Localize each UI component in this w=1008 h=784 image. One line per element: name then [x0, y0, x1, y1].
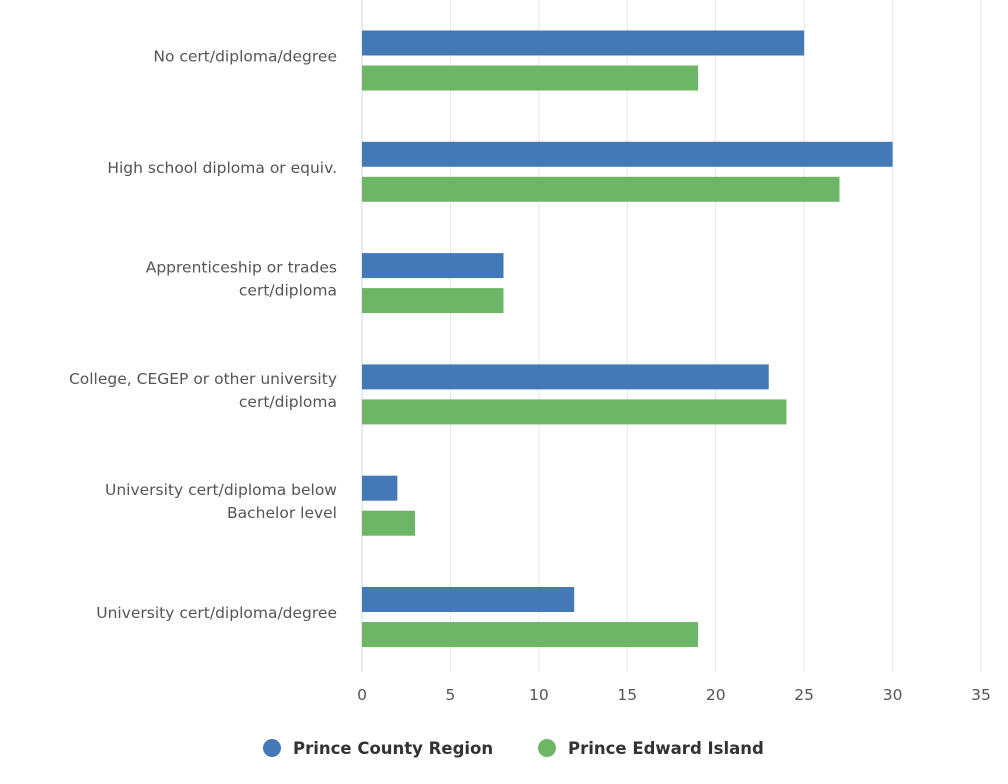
bar-prince-county-region[interactable]	[362, 364, 769, 390]
gridlines	[361, 0, 982, 672]
x-tick-label: 25	[794, 686, 814, 704]
x-tick-label: 20	[706, 686, 726, 704]
bar-prince-edward-island[interactable]	[362, 399, 787, 425]
bar-prince-edward-island[interactable]	[362, 622, 699, 647]
x-tick-label: 10	[529, 686, 549, 704]
bar-prince-county-region[interactable]	[362, 30, 805, 56]
legend-label: Prince Edward Island	[568, 739, 764, 758]
bar-prince-county-region[interactable]	[362, 141, 893, 167]
legend-item[interactable]: Prince County Region	[263, 739, 493, 758]
legend-item[interactable]: Prince Edward Island	[538, 739, 764, 758]
category-label: Apprenticeship or trades	[146, 259, 337, 277]
x-tick-label: 15	[617, 686, 637, 704]
bar-prince-edward-island[interactable]	[362, 510, 416, 536]
bar-prince-edward-island[interactable]	[362, 176, 840, 202]
x-tick-label: 0	[357, 686, 367, 704]
legend[interactable]: Prince County Region Prince Edward Island	[263, 739, 764, 758]
bar-prince-county-region[interactable]	[362, 253, 504, 279]
category-label: University cert/diploma/degree	[96, 604, 337, 622]
category-label: cert/diploma	[239, 282, 337, 300]
x-tick-label: 30	[883, 686, 903, 704]
category-label: Bachelor level	[227, 504, 337, 522]
bars	[362, 30, 893, 647]
bar-prince-county-region[interactable]	[362, 475, 398, 501]
x-tick-label: 35	[971, 686, 991, 704]
bar-prince-edward-island[interactable]	[362, 288, 504, 314]
category-label: High school diploma or equiv.	[107, 159, 337, 177]
category-label: University cert/diploma below	[105, 481, 337, 499]
legend-marker-icon	[263, 739, 281, 757]
category-label: No cert/diploma/degree	[153, 48, 337, 66]
category-label: cert/diploma	[239, 393, 337, 411]
category-label: College, CEGEP or other university	[69, 370, 337, 388]
x-tick-label: 5	[445, 686, 455, 704]
category-labels: No cert/diploma/degree High school diplom…	[69, 48, 337, 623]
legend-label: Prince County Region	[293, 739, 493, 758]
legend-marker-icon	[538, 739, 556, 757]
bar-prince-county-region[interactable]	[362, 587, 575, 612]
bar-prince-edward-island[interactable]	[362, 65, 699, 91]
x-tick-labels: 0 5 10 15 20 25 30 35	[357, 686, 991, 704]
